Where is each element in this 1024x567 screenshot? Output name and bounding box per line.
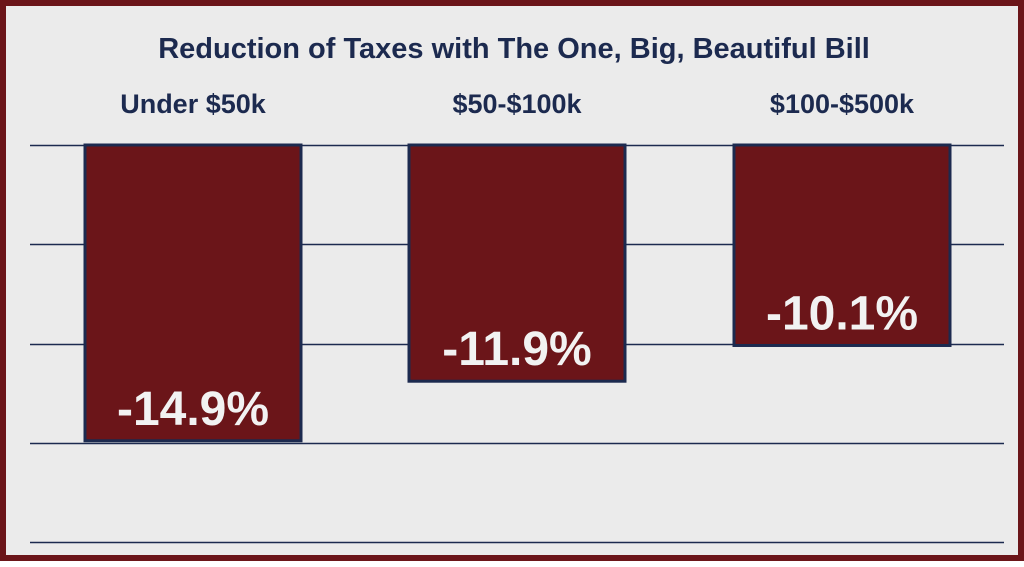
- category-label: $100-$500k: [770, 89, 915, 119]
- bar-chart: Reduction of Taxes with The One, Big, Be…: [30, 33, 1004, 544]
- data-label: -14.9%: [117, 383, 269, 436]
- category-label: Under $50k: [120, 89, 267, 119]
- bar: [83, 143, 303, 443]
- data-label: -10.1%: [766, 287, 918, 340]
- bar: [407, 143, 627, 383]
- category-label: $50-$100k: [452, 89, 582, 119]
- chart-title: Reduction of Taxes with The One, Big, Be…: [158, 33, 870, 65]
- data-label: -11.9%: [442, 323, 591, 376]
- bar: [732, 143, 952, 347]
- bars: [83, 143, 952, 443]
- data-labels: -14.9% -11.9% -10.1%: [117, 287, 918, 435]
- category-labels: Under $50k $50-$100k $100-$500k: [120, 89, 915, 119]
